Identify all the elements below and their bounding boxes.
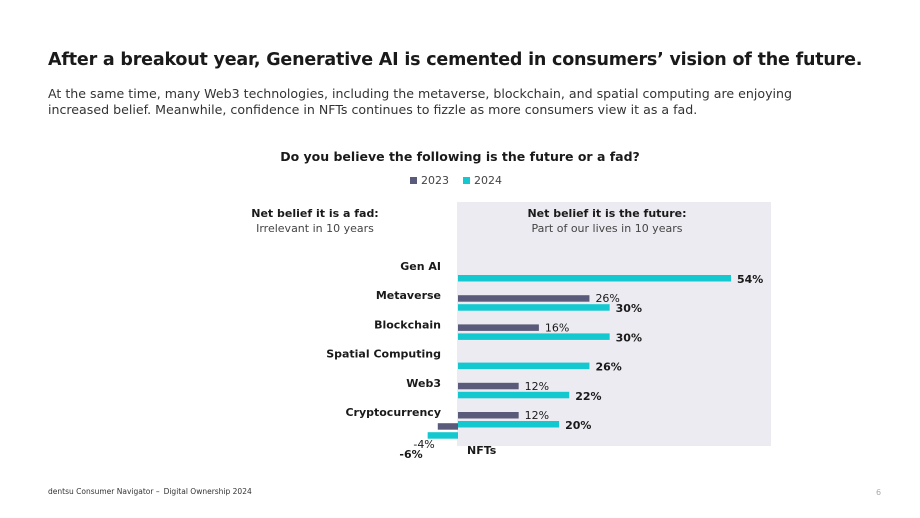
- bar-2024-nfts: [427, 432, 458, 439]
- footer-report: Digital Ownership 2024: [163, 487, 252, 496]
- category-label-spatial-computing: Spatial Computing: [326, 348, 441, 361]
- value-label-2023-blockchain: 16%: [545, 321, 569, 334]
- value-label-2024-nfts: -6%: [399, 448, 422, 461]
- legend-label-2024: 2024: [474, 174, 502, 187]
- subtext-line-2: increased belief. Meanwhile, confidence …: [48, 102, 698, 117]
- fad-header-subtitle: Irrelevant in 10 years: [256, 222, 374, 235]
- bar-2023-cryptocurrency: [458, 412, 519, 419]
- value-label-2024-gen-ai: 54%: [737, 273, 763, 286]
- subtext: At the same time, many Web3 technologies…: [48, 86, 848, 118]
- category-label-cryptocurrency: Cryptocurrency: [345, 406, 441, 419]
- bar-2024-web3: [458, 391, 570, 399]
- value-label-2023-cryptocurrency: 12%: [525, 409, 549, 422]
- category-label-web3: Web3: [406, 377, 441, 390]
- footer-source: dentsu Consumer Navigator –: [48, 487, 160, 496]
- value-label-2023-web3: 12%: [525, 380, 549, 393]
- footer: dentsu Consumer Navigator – Digital Owner…: [48, 487, 252, 496]
- fad-header-title: Net belief it is a fad:: [251, 207, 379, 220]
- category-label-nfts: NFTs: [467, 444, 497, 457]
- value-label-2024-web3: 22%: [575, 390, 601, 403]
- value-label-2024-cryptocurrency: 20%: [565, 419, 591, 432]
- bar-2024-metaverse: [458, 304, 610, 311]
- legend-item-2024: 2024: [463, 174, 502, 187]
- headline: After a breakout year, Generative AI is …: [48, 50, 863, 70]
- category-label-metaverse: Metaverse: [376, 289, 441, 302]
- bar-2024-spatial-computing: [458, 362, 590, 370]
- legend-item-2023: 2023: [410, 174, 449, 187]
- value-label-2024-blockchain: 30%: [616, 331, 642, 344]
- future-panel-background: [457, 202, 771, 446]
- page-number: 6: [876, 488, 882, 497]
- bar-2023-nfts: [437, 423, 458, 430]
- value-label-2024-metaverse: 30%: [616, 302, 642, 315]
- value-label-2024-spatial-computing: 26%: [595, 361, 621, 374]
- bar-2023-metaverse: [458, 295, 590, 302]
- bar-2023-web3: [458, 382, 519, 390]
- value-label-2023-metaverse: 26%: [595, 292, 619, 305]
- category-label-blockchain: Blockchain: [374, 318, 441, 331]
- chart-title: Do you believe the following is the futu…: [280, 149, 640, 164]
- value-label-2023-nfts: -4%: [413, 438, 434, 451]
- future-header-subtitle: Part of our lives in 10 years: [531, 222, 683, 235]
- bar-2023-blockchain: [458, 324, 539, 331]
- subtext-line-1: At the same time, many Web3 technologies…: [48, 86, 793, 101]
- legend-swatch-2024: [463, 177, 470, 184]
- bar-2024-cryptocurrency: [458, 421, 560, 428]
- legend-swatch-2023: [410, 177, 417, 184]
- fad-header: Net belief it is a fad: Irrelevant in 10…: [240, 206, 390, 236]
- bar-2024-gen-ai: [458, 275, 731, 282]
- future-header-title: Net belief it is the future:: [527, 207, 687, 220]
- legend-label-2023: 2023: [421, 174, 449, 187]
- legend: 2023 2024: [410, 174, 502, 187]
- category-label-gen-ai: Gen AI: [400, 260, 441, 273]
- bar-2024-blockchain: [458, 333, 610, 340]
- future-header: Net belief it is the future: Part of our…: [457, 206, 757, 236]
